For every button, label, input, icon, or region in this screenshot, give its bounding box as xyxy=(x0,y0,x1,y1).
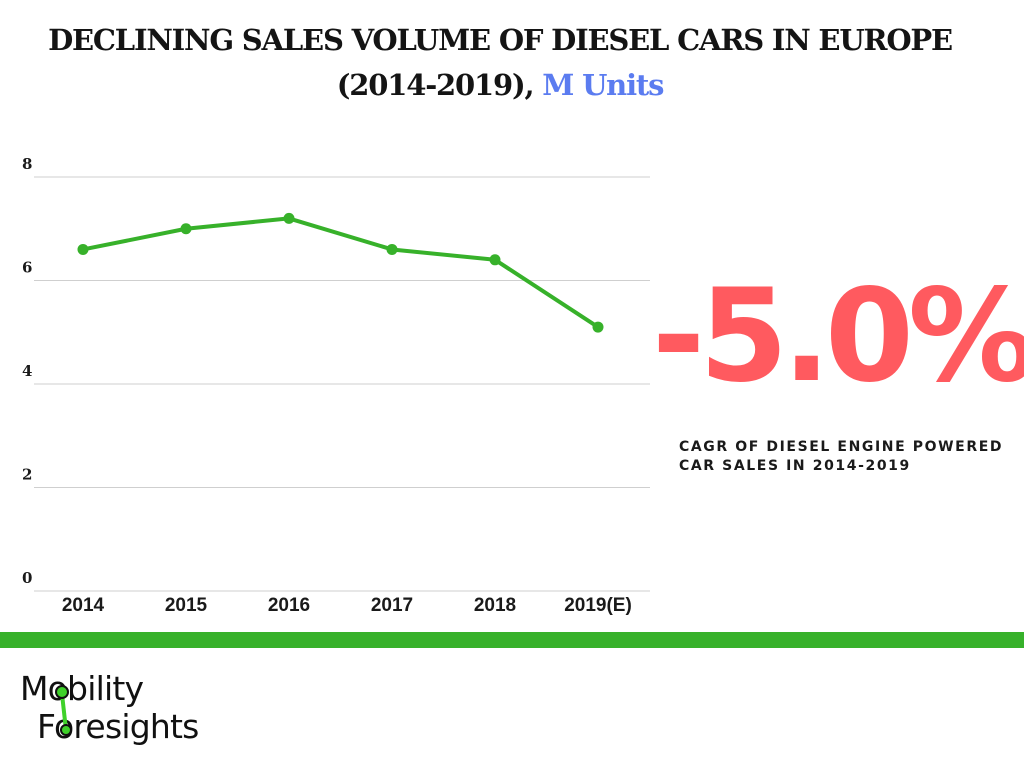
y-axis-ticks: 0 2 4 6 8 xyxy=(22,155,32,587)
y-tick-label: 2 xyxy=(22,466,32,484)
data-point-2019(E) xyxy=(592,321,604,333)
x-tick-label: 2014 xyxy=(62,595,105,616)
x-tick-label: 2019(E) xyxy=(564,595,632,616)
mobility-foresights-logo: Mobility Foresights xyxy=(20,668,220,752)
cagr-caption-line-1: CAGR OF DIESEL ENGINE POWERED xyxy=(679,439,1004,455)
data-point-2018 xyxy=(489,254,501,266)
title-years: (2014-2019), xyxy=(336,68,535,102)
y-tick-label: 0 xyxy=(22,569,32,587)
chart-title: DECLINING SALES VOLUME OF DIESEL CARS IN… xyxy=(0,18,1000,108)
cagr-value: -5.0% xyxy=(652,262,1024,411)
footer-band xyxy=(0,632,1024,648)
y-tick-label: 8 xyxy=(22,155,32,173)
data-point-2015 xyxy=(180,223,192,235)
cagr-caption-line-2: CAR SALES IN 2014-2019 xyxy=(679,458,911,474)
data-point-2017 xyxy=(386,243,398,255)
title-unit: M Units xyxy=(542,68,664,102)
logo-line-1: Mobility xyxy=(20,669,144,708)
x-tick-label: 2017 xyxy=(371,595,413,616)
logo-pin-icon xyxy=(55,685,72,736)
y-tick-label: 6 xyxy=(22,259,32,277)
cagr-caption: CAGR OF DIESEL ENGINE POWERED CAR SALES … xyxy=(679,438,1024,476)
data-point-2016 xyxy=(283,212,295,224)
x-tick-label: 2015 xyxy=(165,595,208,616)
title-line-2: (2014-2019), M Units xyxy=(0,63,1000,108)
gridlines xyxy=(34,176,650,592)
data-point-2014 xyxy=(77,243,89,255)
x-tick-label: 2016 xyxy=(268,595,310,616)
x-axis-ticks: 2014 2015 2016 2017 2018 2019(E) xyxy=(62,595,632,616)
line-chart: 0 2 4 6 8 2014 2015 2016 2017 2018 2019(E) xyxy=(22,155,650,616)
y-tick-label: 4 xyxy=(22,362,32,380)
x-tick-label: 2018 xyxy=(474,595,516,616)
series-layer xyxy=(77,212,604,333)
title-line-1: DECLINING SALES VOLUME OF DIESEL CARS IN… xyxy=(48,23,953,57)
series-line xyxy=(81,216,600,330)
